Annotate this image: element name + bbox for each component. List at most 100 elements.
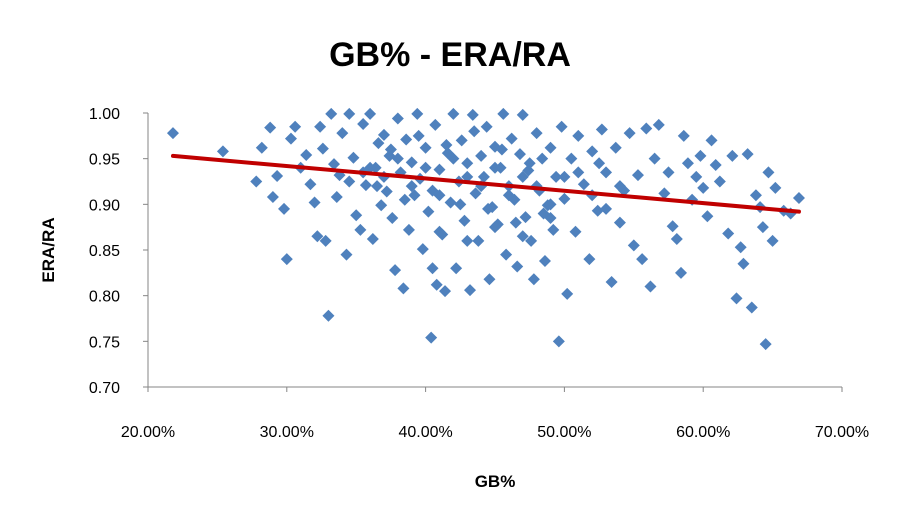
x-tick-group: 20.00% 30.00% 40.00% 50.00% 60.00% 70.00%: [121, 387, 869, 441]
data-point: [644, 280, 657, 293]
x-tick-label: 30.00%: [260, 424, 314, 441]
data-point: [466, 108, 479, 121]
data-point: [264, 121, 277, 134]
data-point: [670, 233, 683, 246]
data-point: [469, 187, 482, 200]
data-point: [400, 133, 413, 146]
data-point: [468, 125, 481, 138]
data-point: [444, 196, 457, 209]
data-point: [439, 285, 452, 298]
data-point: [343, 175, 356, 188]
data-point: [538, 254, 551, 267]
y-axis-title: ERA/RA: [39, 217, 58, 282]
data-point: [375, 199, 388, 212]
data-point: [364, 107, 377, 120]
data-point: [555, 120, 568, 133]
data-point: [525, 234, 538, 247]
data-point: [502, 189, 515, 202]
data-point: [472, 234, 485, 247]
data-point: [308, 196, 321, 209]
data-point: [605, 275, 618, 288]
data-point: [289, 120, 302, 133]
data-point: [419, 141, 432, 154]
data-point: [500, 248, 513, 261]
data-point: [384, 143, 397, 156]
chart-title: GB% - ERA/RA: [329, 36, 571, 74]
data-point: [255, 141, 268, 154]
data-point: [440, 138, 453, 151]
x-axis-title: GB%: [475, 472, 516, 491]
data-point: [380, 185, 393, 198]
data-point: [391, 152, 404, 165]
data-point: [371, 180, 384, 193]
data-point: [426, 262, 439, 275]
data-point: [357, 117, 370, 130]
data-point: [762, 166, 775, 179]
x-tick-label: 70.00%: [815, 424, 869, 441]
data-point: [278, 202, 291, 215]
data-point: [416, 243, 429, 256]
data-point: [705, 134, 718, 147]
data-point: [433, 163, 446, 176]
data-point: [697, 181, 710, 194]
y-tick-label: 0.85: [89, 243, 120, 260]
data-point: [734, 241, 747, 254]
data-point: [325, 107, 338, 120]
data-point: [766, 234, 779, 247]
data-point: [429, 118, 442, 131]
x-tick-label: 50.00%: [537, 424, 591, 441]
y-tick-label: 0.75: [89, 334, 120, 351]
data-point: [311, 230, 324, 243]
data-point: [483, 273, 496, 286]
data-point: [600, 166, 613, 179]
data-point: [284, 132, 297, 145]
data-point: [350, 209, 363, 222]
data-point: [366, 233, 379, 246]
data-point: [593, 157, 606, 170]
data-point: [652, 118, 665, 131]
data-point: [489, 161, 501, 174]
data-point: [314, 120, 327, 133]
data-point: [511, 260, 524, 273]
data-point: [425, 331, 438, 344]
data-point: [552, 335, 565, 348]
data-point: [591, 204, 604, 217]
data-point: [730, 292, 743, 305]
data-point: [300, 149, 313, 162]
data-point: [516, 108, 529, 121]
data-point: [726, 149, 739, 162]
data-point: [447, 107, 460, 120]
data-point: [389, 264, 402, 277]
y-tick-label: 0.80: [89, 289, 120, 306]
data-point: [613, 180, 626, 193]
data-point: [336, 127, 349, 140]
data-point: [477, 170, 490, 183]
data-point: [419, 161, 432, 174]
data-point: [544, 198, 557, 211]
data-points: [166, 107, 805, 351]
data-point: [330, 191, 343, 204]
data-point: [343, 107, 356, 120]
data-point: [513, 148, 526, 161]
data-point: [516, 170, 529, 183]
data-point: [412, 129, 425, 142]
data-point: [690, 170, 703, 183]
data-point: [769, 181, 782, 194]
trendline: [170, 153, 801, 214]
data-point: [737, 257, 750, 270]
data-point: [397, 282, 410, 295]
data-point: [304, 178, 317, 191]
data-point: [550, 170, 563, 183]
data-point: [583, 253, 596, 266]
data-point: [475, 149, 488, 162]
x-tick-label: 20.00%: [121, 424, 175, 441]
data-point: [666, 220, 679, 233]
data-point: [408, 189, 421, 202]
data-point: [489, 221, 501, 234]
data-point: [319, 234, 332, 247]
data-point: [327, 158, 340, 171]
data-point: [450, 262, 463, 275]
data-point: [565, 152, 578, 165]
